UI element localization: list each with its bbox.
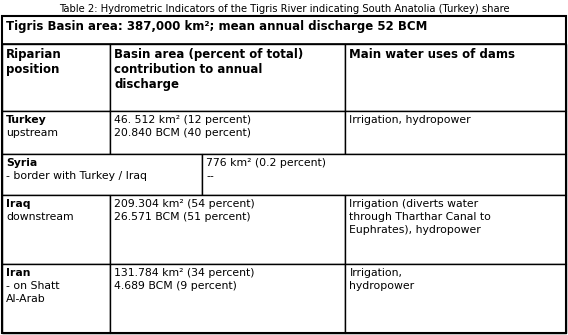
Text: 26.571 BCM (51 percent): 26.571 BCM (51 percent) [114,212,251,222]
Text: Main water uses of dams: Main water uses of dams [349,48,516,61]
Text: Irrigation,: Irrigation, [349,268,403,278]
Text: Tigris Basin area: 387,000 km²; mean annual discharge 52 BCM: Tigris Basin area: 387,000 km²; mean ann… [6,20,427,33]
Text: - on Shatt: - on Shatt [6,281,60,291]
Text: Euphrates), hydropower: Euphrates), hydropower [349,225,481,235]
Text: Turkey: Turkey [6,115,47,125]
Bar [345,111,566,154]
Bar [110,195,345,264]
Bar [202,154,566,195]
Text: 46. 512 km² (12 percent): 46. 512 km² (12 percent) [114,115,252,125]
Text: 131.784 km² (34 percent): 131.784 km² (34 percent) [114,268,255,278]
Text: through Tharthar Canal to: through Tharthar Canal to [349,212,491,222]
Bar [2,16,566,44]
Text: upstream: upstream [6,128,58,138]
Text: hydropower: hydropower [349,281,415,291]
Text: 209.304 km² (54 percent): 209.304 km² (54 percent) [114,199,255,209]
Bar [110,44,345,111]
Text: downstream: downstream [6,212,74,222]
Text: --: -- [206,171,214,181]
Bar [345,44,566,111]
Bar [110,264,345,333]
Text: 776 km² (0.2 percent): 776 km² (0.2 percent) [206,158,326,168]
Text: Syria: Syria [6,158,37,168]
Bar [2,44,110,111]
Bar [2,111,110,154]
Bar [345,195,566,264]
Bar [2,154,202,195]
Text: 20.840 BCM (40 percent): 20.840 BCM (40 percent) [114,128,251,138]
Text: Iraq: Iraq [6,199,31,209]
Text: Al-Arab: Al-Arab [6,294,46,304]
Bar [110,111,345,154]
Bar [2,195,110,264]
Text: 4.689 BCM (9 percent): 4.689 BCM (9 percent) [114,281,237,291]
Text: Basin area (percent of total)
contribution to annual
discharge: Basin area (percent of total) contributi… [114,48,303,91]
Bar [2,264,110,333]
Text: Table 2: Hydrometric Indicators of the Tigris River indicating South Anatolia (T: Table 2: Hydrometric Indicators of the T… [59,4,509,14]
Text: Irrigation, hydropower: Irrigation, hydropower [349,115,471,125]
Text: Iran: Iran [6,268,31,278]
Text: Riparian
position: Riparian position [6,48,62,76]
Bar [345,264,566,333]
Text: Irrigation (diverts water: Irrigation (diverts water [349,199,479,209]
Text: - border with Turkey / Iraq: - border with Turkey / Iraq [6,171,147,181]
